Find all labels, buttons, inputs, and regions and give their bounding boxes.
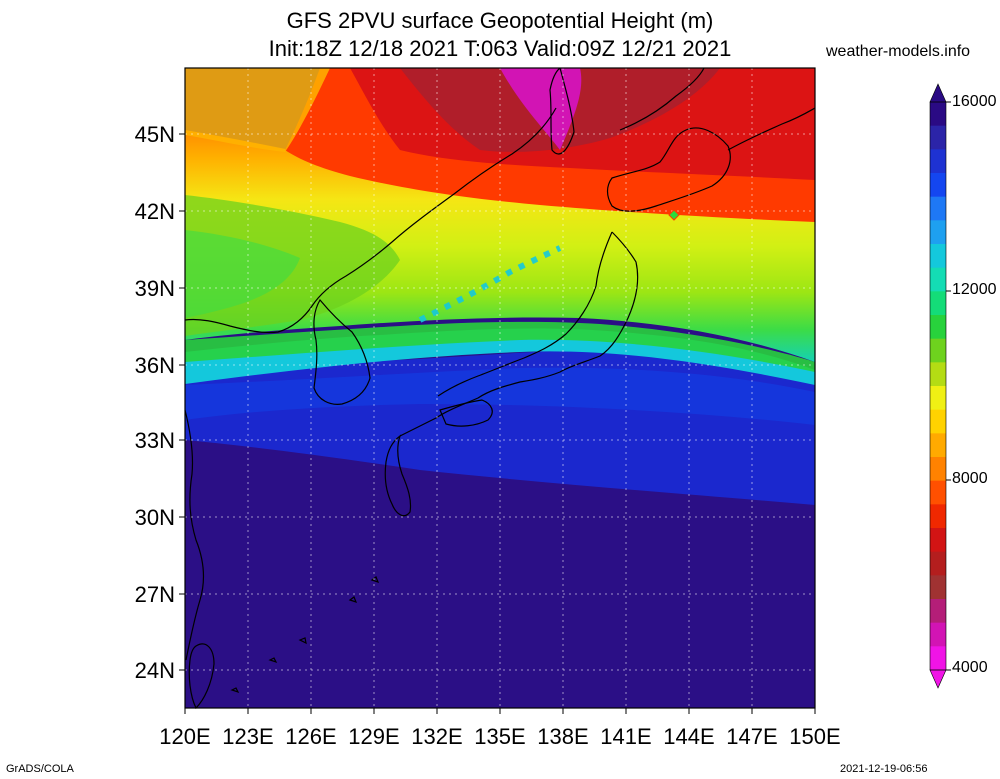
lon-label-129e: 129E [348,724,400,749]
colorbar-frame [929,101,947,671]
lat-label-30n: 30N [134,505,175,530]
colorbar-swatch [930,599,946,624]
coastlines [184,67,816,710]
lat-label-24n: 24N [134,658,175,683]
station-marker [668,209,680,221]
lon-label-135e: 135E [474,724,526,749]
lon-label-150e: 150E [789,724,841,749]
colorbar-swatch [930,622,946,647]
colorbar-label-4000: 4000 [952,659,988,676]
colorbar-bottom-arrow [929,669,947,689]
site-credit: weather-models.info [826,43,971,60]
colorbar-top-arrow [929,83,947,103]
lat-label-45n: 45N [134,122,175,147]
lon-label-126e: 126E [285,724,337,749]
lat-label-36n: 36N [134,353,175,378]
colorbar-swatch [930,528,946,553]
lon-label-138e: 138E [537,724,589,749]
colorbar-swatch [930,480,946,505]
map-frame [184,67,816,709]
footer-timestamp: 2021-12-19-06:56 [840,763,928,775]
map-title: GFS 2PVU surface Geopotential Height (m) [286,8,714,33]
lat-label-33n: 33N [134,428,175,453]
lat-label-42n: 42N [134,199,175,224]
colorbar-swatch [930,551,946,576]
lon-label-147e: 147E [726,724,778,749]
colorbar-swatch [930,220,946,245]
colorbar-swatch [930,196,946,221]
colorbar-swatch [930,244,946,269]
map-subtitle: Init:18Z 12/18 2021 T:063 Valid:09Z 12/2… [268,36,732,61]
colorbar-swatch [930,504,946,529]
colorbar-swatch [930,457,946,482]
lon-label-132e: 132E [411,724,463,749]
lat-label-39n: 39N [134,276,175,301]
lon-label-144e: 144E [663,724,715,749]
lon-label-141e: 141E [600,724,652,749]
lat-label-27n: 27N [134,582,175,607]
colorbar-swatch [930,125,946,150]
colorbar-swatch [930,267,946,292]
colorbar-swatch [930,315,946,340]
colorbar-swatch [930,575,946,600]
footer-software: GrADS/COLA [6,763,74,775]
map-plot-area [185,68,815,708]
colorbar-label-8000: 8000 [952,470,988,487]
colorbar-swatch [930,409,946,434]
colorbar-swatch [930,433,946,458]
colorbar-swatch [930,386,946,411]
colorbar-swatch [930,646,946,671]
colorbar-swatch [930,173,946,198]
colorbar-swatch [930,149,946,174]
colorbar-label-12000: 12000 [952,281,997,298]
colorbar-swatch [930,291,946,316]
lon-label-123e: 123E [222,724,274,749]
lon-label-120e: 120E [159,724,211,749]
colorbar-swatch [930,338,946,363]
colorbar-swatch [930,102,946,127]
colorbar-swatch [930,362,946,387]
colorbar [929,83,951,689]
colorbar-label-16000: 16000 [952,93,997,110]
